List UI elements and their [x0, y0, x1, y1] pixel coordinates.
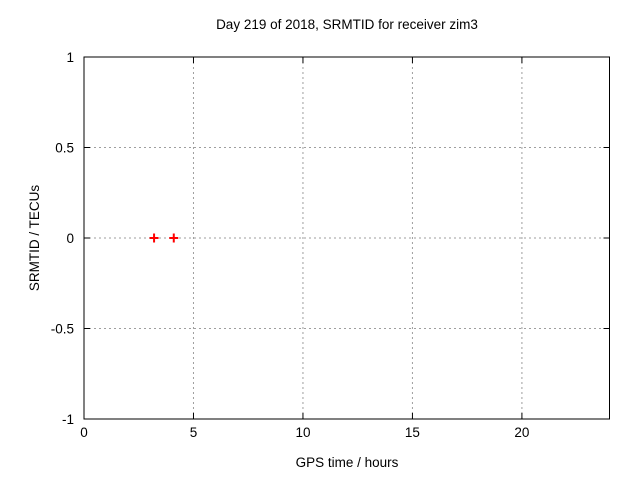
y-axis-label: SRMTID / TECUs: [27, 184, 42, 292]
x-tick-label: 20: [514, 425, 529, 440]
x-axis-label: GPS time / hours: [295, 455, 399, 470]
x-tick-label: 0: [80, 425, 88, 440]
y-tick-label: 0.5: [55, 141, 74, 156]
x-tick-label: 10: [295, 425, 310, 440]
chart-title: Day 219 of 2018, SRMTID for receiver zim…: [216, 17, 478, 32]
y-tick-label: -0.5: [51, 322, 74, 337]
y-tick-label: 1: [66, 50, 74, 65]
y-tick-label: -1: [62, 412, 74, 427]
x-tick-label: 5: [190, 425, 198, 440]
y-tick-label: 0: [66, 231, 74, 246]
x-tick-label: 15: [405, 425, 420, 440]
